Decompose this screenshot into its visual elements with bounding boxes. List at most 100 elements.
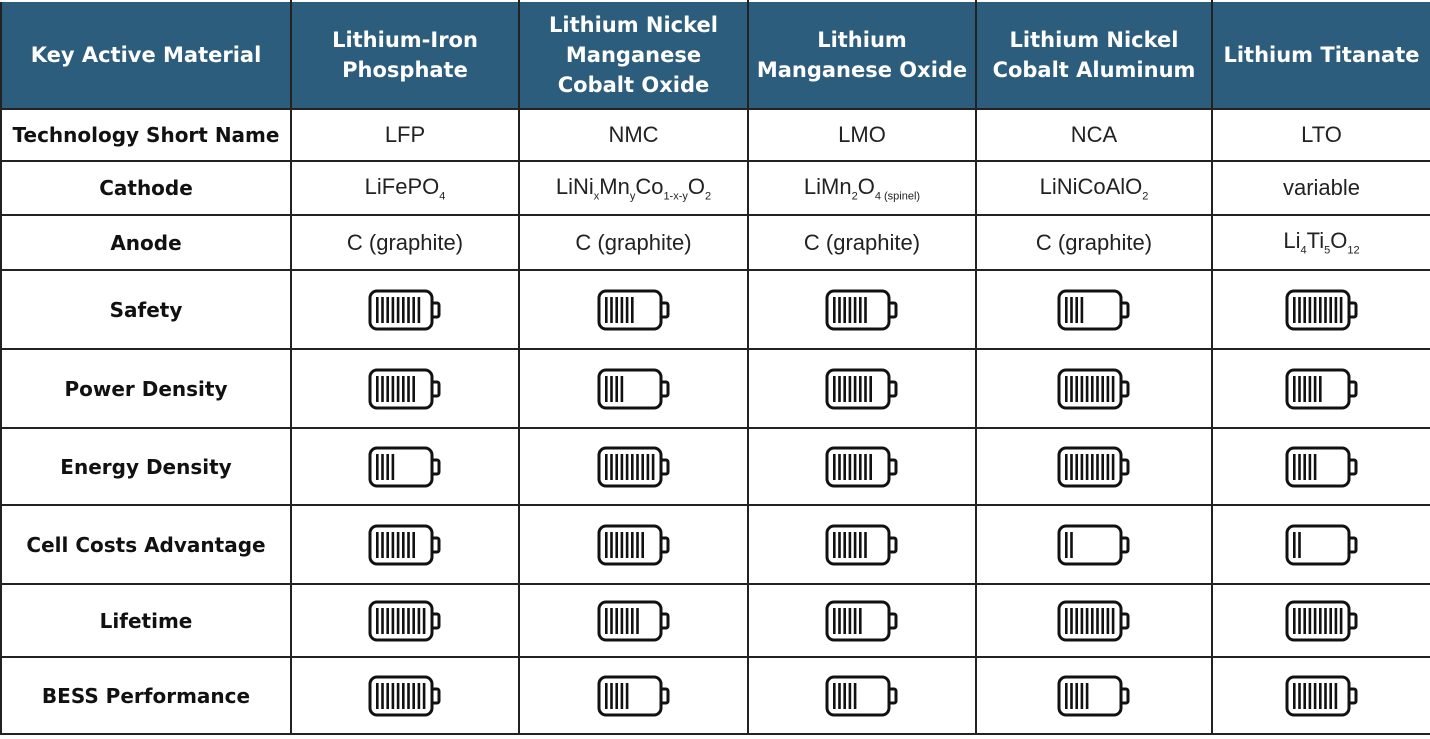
table-row: Cell Costs Advantage: [0, 504, 1430, 585]
battery-tip: [432, 687, 441, 704]
level-bar: [417, 296, 421, 323]
battery-body: [1057, 446, 1123, 487]
level-bar: [1085, 375, 1089, 402]
level-bar: [396, 531, 400, 558]
battery-level: [833, 531, 867, 558]
battery-icon: [597, 524, 669, 565]
row-label: BESS Performance: [0, 656, 292, 735]
battery-body: [825, 600, 891, 641]
level-bar: [1308, 453, 1311, 480]
rating-cell: [747, 656, 977, 735]
battery-level: [604, 531, 644, 558]
level-bar: [635, 607, 639, 634]
level-bar: [1339, 607, 1342, 634]
battery-tip: [660, 612, 669, 629]
level-bar: [1091, 607, 1094, 634]
battery-tip: [1121, 458, 1130, 475]
level-bar: [1297, 531, 1301, 558]
battery-level: [376, 607, 426, 634]
level-bar: [402, 682, 405, 709]
level-bar: [391, 682, 395, 709]
level-bar: [1070, 607, 1073, 634]
battery-tip: [889, 458, 898, 475]
level-bar: [864, 375, 867, 402]
battery-level: [833, 453, 872, 480]
level-bar: [1328, 682, 1332, 709]
text: C (graphite): [346, 229, 464, 255]
value-cell: NMC: [518, 108, 749, 162]
level-bar: [838, 531, 841, 558]
header-row: Key Active Material Lithium-Iron Phosphat…: [0, 0, 1430, 110]
text: NCA: [1070, 122, 1118, 147]
level-bar: [1318, 682, 1322, 709]
level-bar: [614, 375, 618, 402]
level-bar: [848, 531, 852, 558]
value-cell: C (graphite): [290, 214, 520, 271]
rating-cell: [975, 427, 1213, 506]
table-row: Lifetime: [0, 583, 1430, 658]
table-row: Energy Density: [0, 427, 1430, 506]
level-bar: [1334, 682, 1337, 709]
battery-tip: [660, 687, 669, 704]
battery-body: [1057, 675, 1123, 716]
battery-level: [376, 296, 421, 323]
battery-tip: [889, 380, 898, 397]
level-bar: [843, 682, 846, 709]
level-bar: [391, 453, 395, 480]
subscript: 12: [1347, 244, 1360, 257]
level-bar: [646, 453, 649, 480]
level-bar: [381, 531, 384, 558]
battery-icon: [1057, 524, 1130, 565]
text: LiMn: [803, 173, 852, 199]
rating-cell: [290, 348, 520, 429]
rating-cell: [1211, 583, 1430, 658]
level-bar: [1106, 375, 1110, 402]
text: LiFePO: [364, 173, 440, 199]
level-bar: [412, 607, 415, 634]
row-label: Technology Short Name: [0, 108, 292, 162]
level-bar: [376, 531, 379, 558]
row-label: Lifetime: [0, 583, 292, 658]
row-label: Energy Density: [0, 427, 292, 506]
value-cell: C (graphite): [747, 214, 977, 271]
level-bar: [838, 682, 841, 709]
level-bar: [1292, 531, 1296, 558]
level-bar: [412, 296, 415, 323]
level-bar: [620, 375, 623, 402]
battery-icon: [1285, 600, 1357, 641]
text: LiNi: [555, 173, 594, 199]
level-bar: [386, 296, 389, 323]
rating-cell: [290, 269, 520, 350]
level-bar: [1075, 607, 1078, 634]
battery-tip: [1348, 536, 1357, 553]
level-bar: [609, 296, 613, 323]
battery-body: [597, 446, 662, 487]
rating-cell: [518, 427, 749, 506]
battery-body: [1057, 368, 1123, 409]
level-bar: [859, 453, 862, 480]
level-bar: [1080, 375, 1084, 402]
rating-cell: [975, 504, 1213, 585]
level-bar: [386, 375, 389, 402]
text: C (graphite): [575, 229, 692, 255]
battery-tip: [660, 458, 669, 475]
text: Co: [635, 173, 664, 199]
level-bar: [864, 453, 867, 480]
text: LTO: [1301, 122, 1342, 147]
level-bar: [609, 682, 613, 709]
value-cell: C (graphite): [975, 214, 1213, 271]
level-bar: [396, 682, 400, 709]
level-bar: [391, 296, 395, 323]
level-bar: [1080, 296, 1084, 323]
battery-level: [604, 375, 623, 402]
level-bar: [859, 296, 862, 323]
table-row: BESS Performance: [0, 656, 1430, 735]
level-bar: [1313, 296, 1316, 323]
level-bar: [376, 682, 379, 709]
battery-tip: [889, 536, 898, 553]
level-bar: [1111, 375, 1115, 402]
level-bar: [635, 531, 639, 558]
text: Li: [1283, 228, 1301, 254]
battery-level: [833, 296, 867, 323]
